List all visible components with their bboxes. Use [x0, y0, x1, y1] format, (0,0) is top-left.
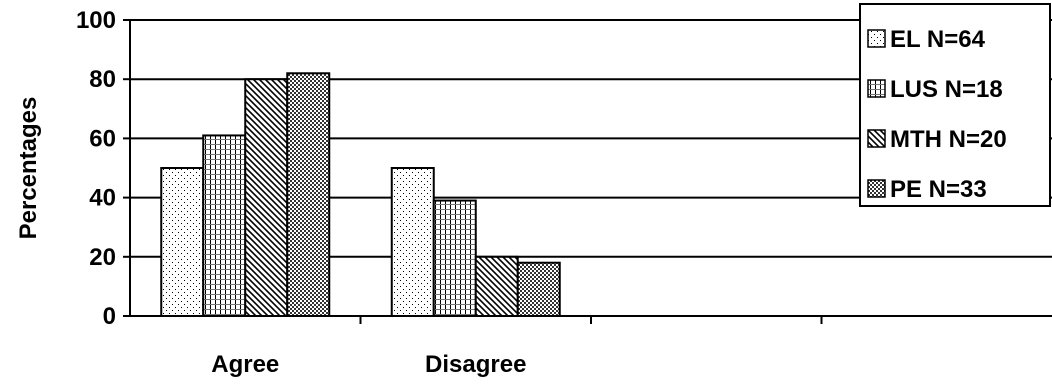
legend-swatch: [867, 129, 886, 148]
bar: [390, 167, 435, 317]
legend-box: [859, 3, 1051, 207]
y-tick-label: 80: [89, 66, 116, 93]
legend-label: EL N=64: [890, 26, 986, 53]
y-axis-label: Percentages: [15, 97, 42, 240]
legend-label: PE N=33: [890, 176, 987, 203]
x-tick-label: Disagree: [425, 351, 526, 378]
bar: [160, 167, 205, 317]
legend-swatch: [867, 79, 886, 98]
bar: [474, 255, 519, 317]
bar: [202, 134, 247, 317]
axes: 0 20 40 60 80 100 Percentages Agree Disagree: [15, 7, 1052, 378]
bar: [432, 199, 477, 317]
x-tick-label: Agree: [211, 351, 279, 378]
bar: [516, 261, 561, 317]
y-tick-label: 100: [76, 7, 116, 34]
y-tick-label: 0: [103, 303, 116, 330]
bar: [286, 72, 331, 317]
bar: [244, 78, 289, 317]
y-tick-label: 60: [89, 125, 116, 152]
legend-label: LUS N=18: [890, 76, 1003, 103]
bars: [160, 72, 561, 317]
legend-label: MTH N=20: [890, 126, 1007, 153]
y-tick-label: 40: [89, 185, 116, 212]
legend: EL N=64 LUS N=18 MTH N=20 PE N=33: [859, 3, 1051, 207]
legend-swatch: [867, 179, 886, 198]
y-tick-label: 20: [89, 244, 116, 271]
legend-swatch: [867, 29, 886, 48]
